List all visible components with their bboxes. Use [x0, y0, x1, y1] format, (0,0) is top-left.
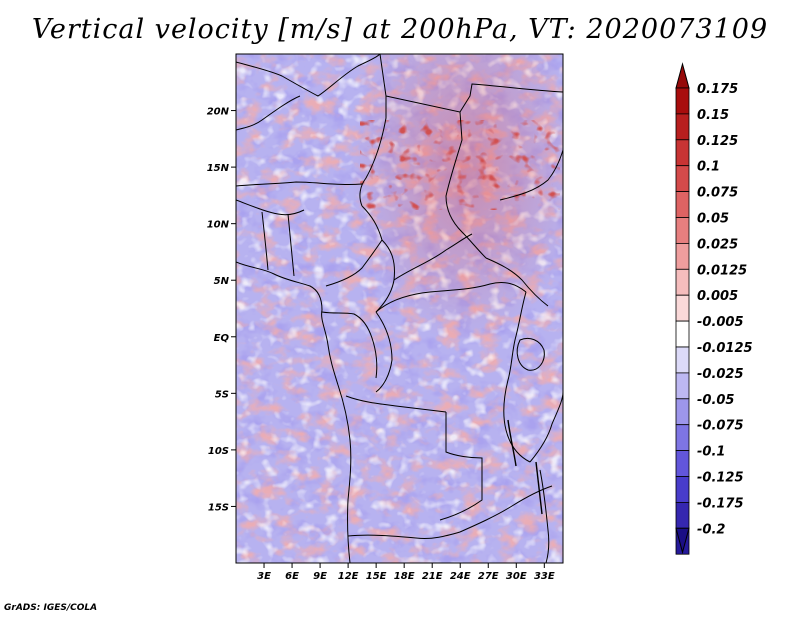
border-sudan-north-east [499, 149, 563, 201]
colorbar-label: -0.0125 [697, 341, 753, 356]
colorbar-label: -0.005 [697, 315, 744, 330]
lon-tick-label: 12E [338, 571, 359, 582]
lon-tick-label: 18E [394, 571, 415, 582]
colorbar-swatch [675, 242, 690, 270]
colorbar-label: -0.025 [697, 367, 744, 382]
border-niger-chad [359, 54, 387, 207]
border-chad-sudan [385, 95, 487, 259]
colorbar-swatch [675, 165, 690, 192]
lon-tick-label: 15E [366, 571, 387, 582]
colorbar-swatch [675, 268, 690, 296]
map-frame [235, 53, 564, 564]
longitude-axis: 3E 6E 9E 12E 15E 18E 21E 24E 27E 30E 33E [257, 563, 555, 582]
colorbar-label: -0.125 [697, 471, 744, 486]
border-angola-east [439, 412, 483, 521]
border-malawi [539, 469, 550, 563]
colorbar-label: 0.15 [697, 108, 729, 123]
border-car-drc [375, 281, 527, 313]
colorbar-label: 0.0125 [697, 263, 747, 278]
lon-tick-label: 21E [422, 571, 443, 582]
lat-tick-label: 5N [214, 276, 230, 287]
colorbar-swatch [675, 398, 690, 426]
border-angola-north [345, 395, 447, 413]
lon-tick-label: 9E [313, 571, 327, 582]
colorbar-swatch [675, 424, 690, 452]
lat-tick-label: 15S [208, 502, 229, 513]
lat-tick-label: 10N [207, 220, 230, 231]
velocity-field [236, 54, 563, 563]
country-borders [236, 54, 563, 563]
border-sudan-egypt [459, 83, 563, 113]
border-southsudan-ethiopia [485, 257, 549, 307]
colorbar-label: -0.1 [697, 445, 725, 460]
lon-tick-label: 24E [450, 571, 471, 582]
colorbar-swatch [675, 450, 690, 477]
colorbar-swatch [675, 217, 690, 244]
colorbar-swatch [675, 346, 690, 374]
colorbar-swatch [675, 320, 690, 348]
colorbar-label: -0.175 [697, 496, 744, 511]
latitude-axis: 20N 15N 10N 5N EQ 5S 10S 15S [207, 107, 236, 513]
border-drc-east [503, 291, 531, 463]
border-car-sudan [393, 233, 473, 281]
border-zambia-south [459, 485, 553, 533]
colorbar-label: 0.05 [697, 212, 729, 227]
colorbar-swatch [675, 113, 690, 141]
border-mali-burkina [236, 199, 305, 216]
border-nigeria-north [236, 181, 363, 187]
coastline-west-africa [236, 261, 352, 563]
colorbar-top-arrow [675, 62, 690, 89]
border-angola-namibia [347, 531, 461, 539]
colorbar-bottom-arrow [675, 527, 690, 555]
border-gabon-congo [321, 311, 378, 379]
border-ghana [261, 211, 269, 271]
lake-malawi [535, 461, 543, 515]
border-tanzania [529, 391, 563, 463]
border-benin [287, 213, 295, 277]
field-strong-updraft [360, 120, 560, 210]
colorbar-swatch [675, 476, 690, 503]
colorbar-swatch [675, 87, 690, 115]
lat-tick-label: EQ [214, 333, 230, 344]
lat-tick-label: 15N [207, 163, 230, 174]
grads-credit: GrADS: IGES/COLA [4, 603, 98, 613]
colorbar-swatch [675, 501, 690, 529]
lake-victoria [516, 337, 545, 371]
colorbar: 0.175 0.15 0.125 0.1 0.075 0.05 0.025 0.0125 0.0… [675, 62, 753, 555]
border-nigeria-cameroon [325, 205, 383, 287]
colorbar-label: -0.075 [697, 419, 744, 434]
colorbar-swatch [675, 372, 690, 400]
lat-tick-label: 5S [215, 389, 229, 400]
lon-tick-label: 27E [478, 571, 499, 582]
colorbar-label: 0.075 [697, 186, 738, 201]
lon-tick-label: 6E [285, 571, 299, 582]
colorbar-label: -0.2 [697, 522, 725, 537]
colorbar-label: -0.05 [697, 393, 734, 408]
lat-tick-label: 20N [207, 107, 230, 118]
colorbar-swatch [675, 139, 690, 167]
lat-tick-label: 10S [208, 446, 229, 457]
border-algeria-mali [236, 95, 301, 131]
colorbar-label: 0.125 [697, 134, 738, 149]
lon-tick-label: 33E [534, 571, 555, 582]
colorbar-label: 0.025 [697, 237, 738, 252]
colorbar-label: 0.1 [697, 160, 720, 175]
map-title: Vertical velocity [m/s] at 200hPa, VT: 2… [31, 14, 769, 45]
colorbar-swatch [675, 294, 690, 322]
lon-tick-label: 3E [257, 571, 271, 582]
border-libya-niger [236, 54, 381, 97]
lake-tanganyika [507, 419, 517, 467]
colorbar-label: 0.005 [697, 289, 738, 304]
border-drc-west [375, 311, 393, 393]
colorbar-label: 0.175 [697, 82, 738, 97]
lon-tick-label: 30E [506, 571, 527, 582]
colorbar-swatch [675, 191, 690, 218]
